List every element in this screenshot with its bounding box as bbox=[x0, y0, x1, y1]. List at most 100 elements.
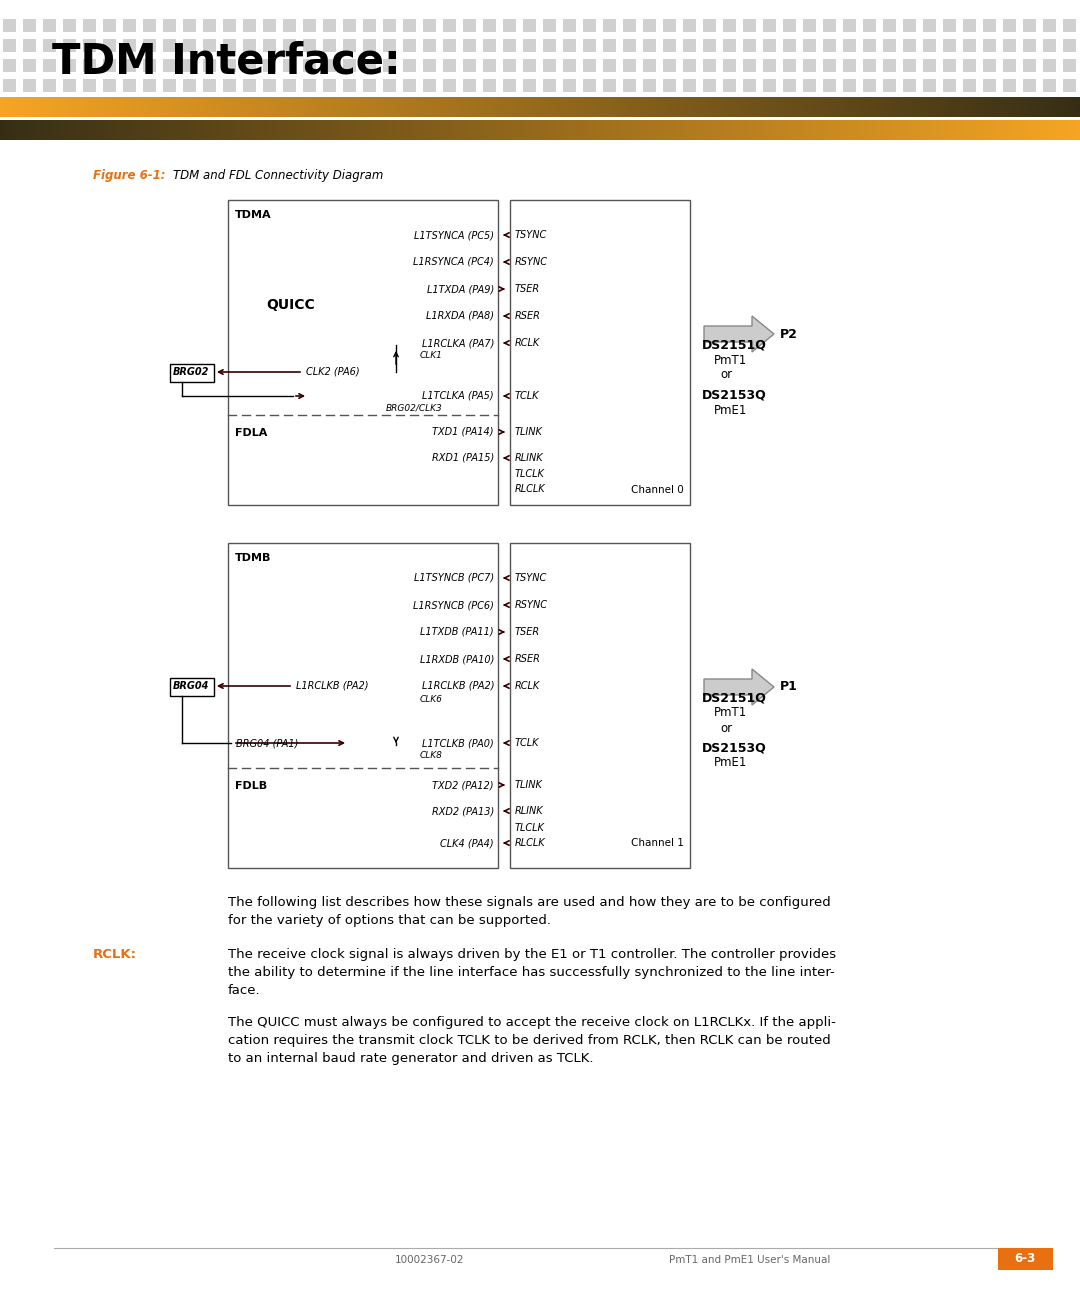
Bar bbox=[283, 39, 296, 52]
Bar bbox=[943, 98, 956, 111]
Bar bbox=[3, 39, 16, 52]
Bar bbox=[163, 60, 176, 73]
Bar bbox=[303, 39, 316, 52]
Text: DS2151Q: DS2151Q bbox=[702, 338, 767, 351]
Bar bbox=[183, 79, 195, 92]
Bar bbox=[903, 98, 916, 111]
Bar bbox=[762, 60, 777, 73]
Bar bbox=[623, 60, 636, 73]
Bar bbox=[43, 79, 56, 92]
Bar bbox=[463, 19, 476, 32]
Text: BRG04: BRG04 bbox=[173, 680, 210, 691]
Bar bbox=[843, 39, 856, 52]
Bar bbox=[83, 39, 96, 52]
Bar bbox=[543, 19, 556, 32]
Bar bbox=[363, 19, 376, 32]
Bar bbox=[303, 60, 316, 73]
Bar bbox=[170, 364, 214, 382]
Bar bbox=[583, 79, 596, 92]
Bar bbox=[203, 19, 216, 32]
Bar bbox=[283, 60, 296, 73]
Bar bbox=[743, 79, 756, 92]
Bar bbox=[743, 19, 756, 32]
Bar bbox=[883, 98, 896, 111]
Bar bbox=[903, 19, 916, 32]
Bar bbox=[683, 60, 696, 73]
Bar bbox=[63, 60, 76, 73]
Bar bbox=[663, 60, 676, 73]
Text: RCLK:: RCLK: bbox=[93, 947, 137, 962]
Bar bbox=[563, 60, 576, 73]
Bar bbox=[1063, 98, 1076, 111]
Bar bbox=[383, 98, 396, 111]
Bar bbox=[183, 19, 195, 32]
Bar bbox=[222, 60, 237, 73]
Bar bbox=[783, 39, 796, 52]
Bar bbox=[863, 19, 876, 32]
Bar bbox=[583, 39, 596, 52]
Bar bbox=[183, 60, 195, 73]
Bar bbox=[43, 39, 56, 52]
Bar bbox=[343, 60, 356, 73]
Bar bbox=[203, 39, 216, 52]
Bar bbox=[643, 60, 656, 73]
Bar bbox=[228, 200, 498, 505]
Bar bbox=[1023, 79, 1036, 92]
Text: for the variety of options that can be supported.: for the variety of options that can be s… bbox=[228, 914, 551, 927]
Bar bbox=[923, 79, 936, 92]
Bar bbox=[523, 39, 536, 52]
Bar bbox=[403, 98, 416, 111]
Bar bbox=[883, 39, 896, 52]
Bar bbox=[83, 60, 96, 73]
Bar bbox=[23, 60, 36, 73]
Bar bbox=[383, 39, 396, 52]
Bar bbox=[804, 98, 816, 111]
Text: RLCLK: RLCLK bbox=[515, 483, 545, 494]
Bar bbox=[1063, 60, 1076, 73]
Bar bbox=[903, 39, 916, 52]
Text: CLK1: CLK1 bbox=[420, 351, 443, 360]
Bar bbox=[823, 19, 836, 32]
Bar bbox=[63, 19, 76, 32]
Bar bbox=[503, 39, 516, 52]
Text: L1RXDB (PA10): L1RXDB (PA10) bbox=[420, 654, 494, 664]
Text: the ability to determine if the line interface has successfully synchronized to : the ability to determine if the line int… bbox=[228, 966, 835, 978]
Bar bbox=[43, 98, 56, 111]
Text: L1RCLKB (PA2): L1RCLKB (PA2) bbox=[421, 680, 494, 691]
Bar bbox=[823, 60, 836, 73]
Text: PmT1 and PmE1 User's Manual: PmT1 and PmE1 User's Manual bbox=[670, 1255, 831, 1265]
Bar bbox=[903, 79, 916, 92]
Bar bbox=[1003, 79, 1016, 92]
Bar bbox=[683, 39, 696, 52]
Text: TLCLK: TLCLK bbox=[515, 823, 545, 833]
Bar bbox=[723, 19, 735, 32]
Bar bbox=[863, 98, 876, 111]
Text: DS2153Q: DS2153Q bbox=[702, 389, 767, 402]
Bar bbox=[583, 19, 596, 32]
Bar bbox=[923, 39, 936, 52]
Text: FDLB: FDLB bbox=[235, 781, 267, 791]
Text: QUICC: QUICC bbox=[266, 298, 314, 312]
Bar bbox=[103, 39, 116, 52]
Bar bbox=[283, 79, 296, 92]
Bar bbox=[363, 39, 376, 52]
Text: 10002367-02: 10002367-02 bbox=[395, 1255, 464, 1265]
Bar bbox=[843, 60, 856, 73]
Text: P1: P1 bbox=[780, 680, 798, 693]
Bar bbox=[163, 39, 176, 52]
Bar bbox=[83, 79, 96, 92]
Text: TSYNC: TSYNC bbox=[515, 573, 548, 583]
Bar bbox=[383, 79, 396, 92]
Text: DS2151Q: DS2151Q bbox=[702, 692, 767, 705]
Bar bbox=[183, 39, 195, 52]
Bar bbox=[723, 79, 735, 92]
Bar bbox=[843, 98, 856, 111]
Bar bbox=[943, 39, 956, 52]
Bar bbox=[243, 19, 256, 32]
Bar bbox=[563, 79, 576, 92]
Bar bbox=[483, 98, 496, 111]
Bar bbox=[510, 200, 690, 505]
Bar bbox=[843, 19, 856, 32]
Bar bbox=[923, 60, 936, 73]
Bar bbox=[423, 98, 436, 111]
